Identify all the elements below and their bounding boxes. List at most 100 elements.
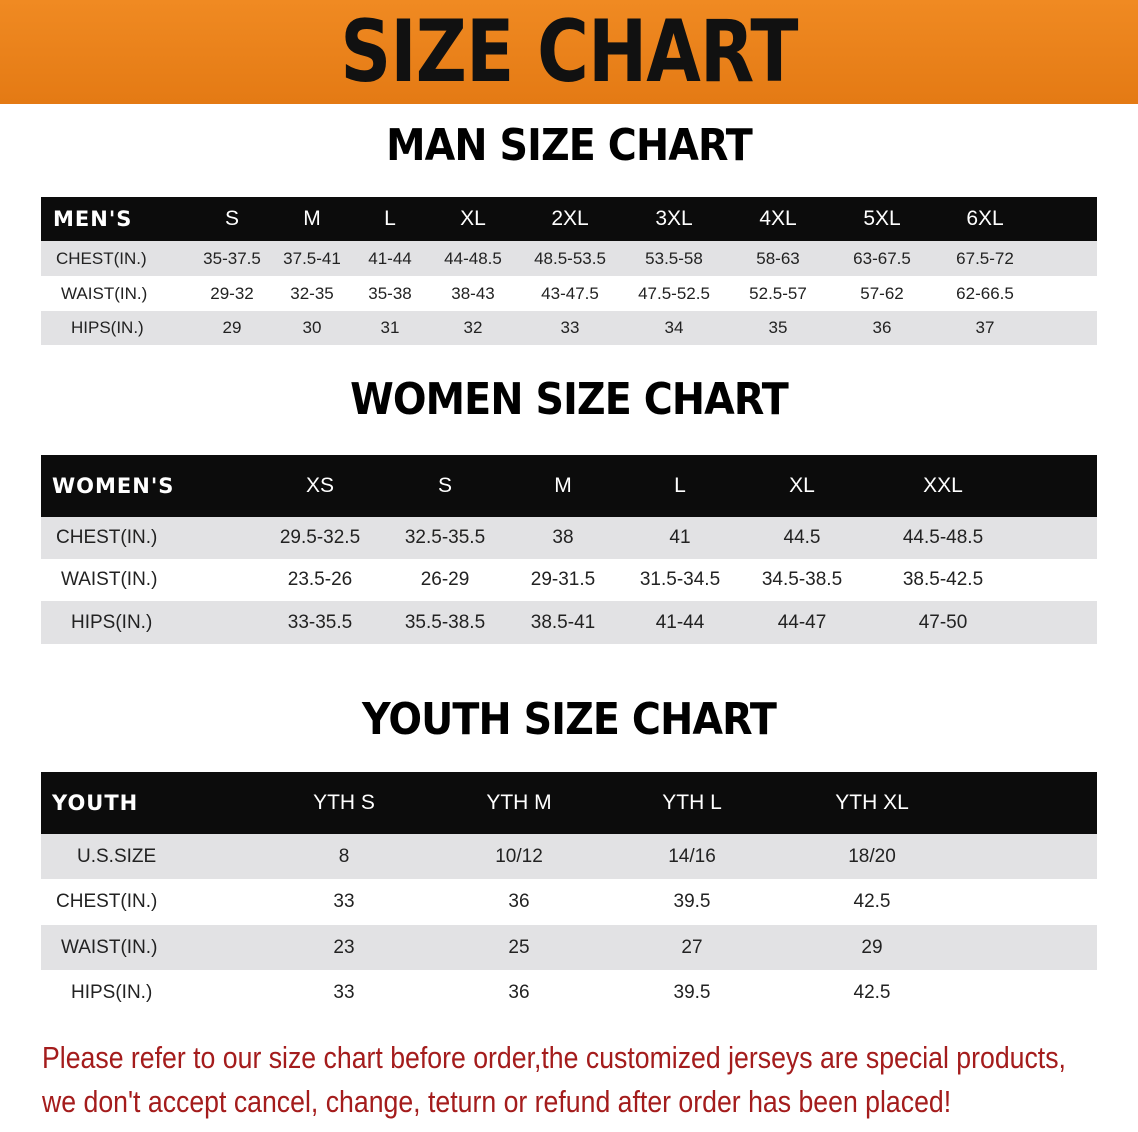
row-label: WAIST(IN.) (61, 936, 158, 958)
row-label: HIPS(IN.) (71, 611, 153, 633)
size-header: YTH M (486, 791, 552, 814)
table-cell: 38 (552, 527, 574, 548)
table-cell: 44-47 (777, 611, 827, 633)
size-header: XS (305, 474, 335, 497)
row-label: WAIST(IN.) (61, 569, 158, 590)
size-header: XXL (923, 474, 963, 497)
table-cell: 37.5-41 (283, 248, 341, 268)
row-label: CHEST(IN.) (56, 248, 147, 268)
table-cell: 57-62 (860, 283, 904, 303)
table-cell: 27 (681, 936, 703, 958)
row-label: WAIST(IN.) (61, 283, 148, 303)
size-header: M (554, 474, 572, 497)
table-cell: 32-35 (290, 283, 334, 303)
table-cell: 39.5 (673, 891, 711, 912)
table-cell: 14/16 (668, 845, 716, 867)
size-header: S (224, 207, 240, 230)
banner: SIZE CHART (0, 0, 1138, 104)
table-row: CHEST(IN.) 33 36 39.5 42.5 (41, 879, 1097, 925)
table-cell: 44-48.5 (444, 248, 502, 268)
row-label: HIPS(IN.) (71, 981, 153, 1003)
men-section-title: MAN SIZE CHART (386, 120, 753, 171)
table-cell: 63-67.5 (853, 248, 911, 268)
size-header: YTH S (313, 791, 375, 814)
table-header-label: WOMEN'S (52, 474, 175, 498)
men-size-table: MEN'S S M L XL 2XL 3XL 4XL 5XL 6XL CHEST(IN.) 35-37… (41, 197, 1097, 345)
table-header: MEN'S S M L XL 2XL 3XL 4XL 5XL 6XL (41, 197, 1097, 241)
table-cell: 36 (508, 981, 530, 1003)
table-cell: 35 (768, 318, 788, 337)
banner-title: SIZE CHART (340, 2, 798, 102)
table-cell: 30 (302, 318, 322, 337)
row-label: CHEST(IN.) (56, 891, 158, 912)
table-cell: 33 (333, 981, 355, 1003)
table-cell: 67.5-72 (956, 248, 1014, 268)
size-header: 5XL (863, 207, 901, 230)
table-cell: 43-47.5 (541, 283, 599, 303)
table-cell: 32 (463, 318, 483, 337)
table-row: HIPS(IN.) 33-35.5 35.5-38.5 38.5-41 41-44 44-… (41, 601, 1097, 644)
table-row: CHEST(IN.) 29.5-32.5 32.5-35.5 38 41 44.5 44.5… (41, 517, 1097, 559)
size-header: 2XL (551, 207, 589, 230)
table-cell: 35-37.5 (203, 248, 261, 268)
size-header: YTH L (662, 791, 722, 814)
table-cell: 18/20 (848, 845, 896, 867)
size-header: XL (460, 207, 486, 230)
table-cell: 36 (508, 891, 530, 912)
table-cell: 31.5-34.5 (639, 569, 721, 590)
table-cell: 42.5 (853, 981, 891, 1003)
table-row: U.S.SIZE 8 10/12 14/16 18/20 (41, 834, 1097, 879)
table-cell: 38.5-42.5 (902, 569, 984, 590)
table-row: HIPS(IN.) 33 36 39.5 42.5 (41, 970, 1097, 1015)
table-cell: 52.5-57 (749, 283, 807, 303)
table-cell: 41 (669, 527, 691, 548)
table-cell: 37 (975, 318, 995, 337)
table-cell: 29.5-32.5 (279, 527, 361, 548)
table-cell: 29-31.5 (530, 569, 596, 590)
table-cell: 44.5 (783, 527, 821, 548)
table-cell: 41-44 (368, 248, 412, 268)
size-header: XL (789, 474, 815, 497)
table-cell: 36 (872, 318, 892, 337)
size-header: 3XL (655, 207, 693, 230)
row-label: U.S.SIZE (77, 845, 157, 867)
size-header: S (437, 474, 453, 497)
youth-section-title: YOUTH SIZE CHART (361, 694, 777, 745)
table-cell: 35-38 (368, 283, 412, 303)
size-header: L (674, 474, 686, 497)
order-notice-line-1: Please refer to our size chart before or… (42, 1040, 1066, 1075)
table-cell: 41-44 (655, 611, 705, 633)
table-cell: 34 (664, 318, 684, 337)
size-header: 6XL (966, 207, 1004, 230)
table-cell: 38.5-41 (530, 611, 596, 633)
table-cell: 48.5-53.5 (534, 248, 606, 268)
table-header: YOUTH YTH S YTH M YTH L YTH XL (41, 772, 1097, 834)
table-cell: 26-29 (420, 569, 470, 590)
youth-size-table: YOUTH YTH S YTH M YTH L YTH XL U.S.SIZE 8 10/12… (41, 772, 1097, 1015)
table-cell: 23.5-26 (287, 569, 353, 590)
row-label: CHEST(IN.) (56, 527, 158, 548)
order-notice: Please refer to our size chart before or… (42, 1036, 1066, 1124)
table-cell: 38-43 (451, 283, 495, 303)
table-cell: 25 (508, 936, 530, 958)
table-cell: 29-32 (210, 283, 254, 303)
size-header: M (303, 207, 321, 230)
table-row: CHEST(IN.) 35-37.5 37.5-41 41-44 44-48.5 48.5… (41, 241, 1097, 276)
table-cell: 58-63 (756, 248, 800, 268)
table-cell: 34.5-38.5 (761, 569, 843, 590)
table-cell: 10/12 (495, 845, 543, 867)
table-cell: 42.5 (853, 891, 891, 912)
table-header: WOMEN'S XS S M L XL XXL (41, 455, 1097, 517)
table-cell: 39.5 (673, 981, 711, 1003)
order-notice-line-2: we don't accept cancel, change, teturn o… (42, 1084, 952, 1119)
table-cell: 23 (333, 936, 355, 958)
size-header: 4XL (759, 207, 797, 230)
table-cell: 35.5-38.5 (404, 611, 486, 633)
table-header-label: MEN'S (53, 207, 133, 231)
table-cell: 62-66.5 (956, 283, 1014, 303)
table-row: HIPS(IN.) 29 30 31 32 33 34 35 36 37 (41, 311, 1097, 345)
women-section-title: WOMEN SIZE CHART (350, 374, 789, 425)
table-row: WAIST(IN.) 23.5-26 26-29 29-31.5 31.5-34.5 34… (41, 559, 1097, 601)
table-cell: 47-50 (918, 611, 968, 633)
table-row: WAIST(IN.) 29-32 32-35 35-38 38-43 43-47.5 47.… (41, 276, 1097, 311)
